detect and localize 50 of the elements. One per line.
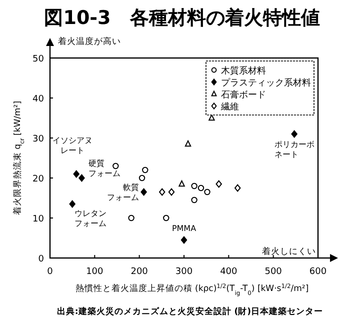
- y-tick-label: 30: [32, 134, 44, 144]
- annotation: ウレタンフォーム: [74, 209, 106, 228]
- annotation: PMMA: [172, 224, 197, 233]
- x-tick-label: 100: [86, 267, 104, 277]
- point: [204, 188, 210, 196]
- point: [78, 174, 85, 182]
- source-note: 出典:建築火災のメカニズムと火災安全設計 (財)日本建築センター: [56, 306, 324, 317]
- legend-label: プラスティック系材料: [221, 78, 311, 88]
- legend-label: 繊維: [220, 102, 239, 112]
- y-tick-label: 10: [32, 214, 44, 224]
- point: [140, 188, 147, 196]
- x-tick-label: 400: [220, 267, 238, 277]
- legend-label: 木質系材料: [221, 66, 266, 76]
- point: [128, 214, 134, 222]
- annotation: 着火しにくい: [262, 246, 316, 257]
- point: [234, 184, 241, 192]
- point: [163, 214, 170, 222]
- x-tick-label: 200: [130, 267, 148, 277]
- y-tick-label: 40: [32, 94, 44, 104]
- x-tick-label: 500: [264, 267, 282, 277]
- x-tick-label: 0: [47, 267, 54, 277]
- x-tick-label: 600: [309, 267, 327, 277]
- annotation: ポリカーボネート: [274, 140, 314, 159]
- point: [208, 114, 215, 121]
- text: 着火温度が高い: [58, 36, 121, 47]
- point: [159, 188, 166, 196]
- legend-label: 石膏ボード: [221, 90, 266, 100]
- point: [138, 174, 146, 182]
- point: [112, 162, 119, 170]
- point: [184, 140, 192, 147]
- point: [191, 196, 198, 204]
- x-tick-label: 300: [175, 267, 193, 277]
- annotation: 軟質フォーム: [106, 183, 139, 202]
- chart-title: 図10-3 各種材料の着火特性値: [44, 7, 320, 29]
- point: [69, 200, 76, 208]
- y-tick-label: 50: [32, 54, 44, 64]
- point: [73, 170, 80, 178]
- y-tick-label: 0: [38, 254, 44, 264]
- point: [168, 188, 175, 196]
- annotation: イソシアヌレート: [52, 136, 92, 155]
- text: 熱慣性と着火温度上昇値の積 (kρc)$^{1/2}$(T$_{ig}$-T$_{0}$) [kW·s$^{1/2}$/m²]: [75, 282, 309, 296]
- annotation: 硬質フォーム: [88, 159, 121, 178]
- point: [178, 180, 185, 187]
- point: [198, 184, 204, 192]
- point: [180, 236, 188, 244]
- point: [191, 182, 198, 190]
- point: [216, 180, 222, 188]
- point: [142, 166, 148, 174]
- y-tick-label: 20: [32, 174, 44, 184]
- point: [291, 130, 298, 138]
